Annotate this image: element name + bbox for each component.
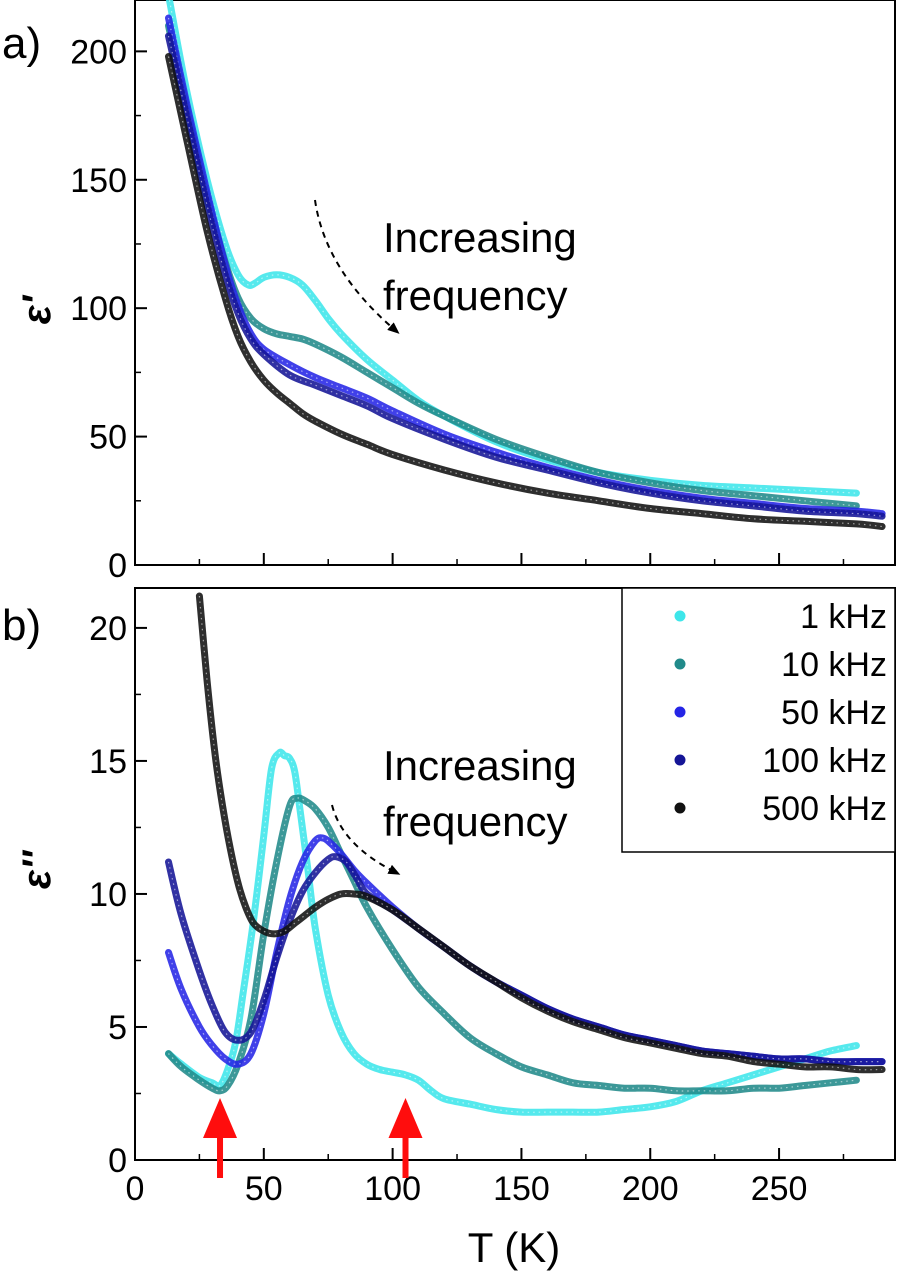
legend-label-100-khz: 100 kHz — [762, 742, 887, 780]
panel-b-y-axis-label: ε'' — [15, 849, 59, 889]
panel-b-y-tick-label: 15 — [89, 743, 127, 781]
panel-a-y-ticks: 0 50 100 150 200 — [70, 33, 147, 585]
panel-b-red-arrows — [203, 1098, 423, 1178]
panel-b-y-tick-label: 0 — [108, 1142, 127, 1180]
panel-b-x-tick-label: 50 — [245, 1170, 283, 1208]
panel-a-series-texture-10-khz — [167, 25, 857, 507]
panel-a-series-500-khz — [165, 53, 886, 530]
red-arrow-shaft — [402, 1138, 409, 1178]
panel-b-label: b) — [2, 601, 41, 650]
panel-a-y-tick-label: 100 — [70, 290, 127, 328]
panel-b-y-tick-label: 20 — [89, 610, 127, 648]
panel-a-label: a) — [2, 19, 41, 68]
panel-a-y-tick-label: 200 — [70, 33, 127, 71]
panel-a-series-50-khz — [165, 14, 886, 518]
panel-a-series-texture-50-khz — [167, 17, 883, 515]
red-arrow-marker — [388, 1098, 423, 1138]
legend: 1 kHz 10 kHz 50 kHz 100 kHz 500 kHz — [621, 587, 896, 853]
panel-b-y-ticks: 0 5 10 15 20 — [89, 610, 147, 1180]
panel-a-series-100-khz — [165, 32, 886, 520]
panel-b-series-texture-1-khz — [168, 751, 857, 1113]
legend-label-500-khz: 500 kHz — [762, 790, 887, 828]
panel-b-x-tick-label: 100 — [364, 1170, 421, 1208]
panel-b-x-tick-label: 200 — [622, 1170, 679, 1208]
panel-b-annotation-line1: Increasing — [383, 742, 577, 789]
legend-label-1-khz: 1 kHz — [800, 598, 887, 636]
x-axis-label: T (K) — [468, 1224, 561, 1271]
panel-a-series — [165, 0, 886, 530]
red-arrow-marker — [203, 1098, 238, 1138]
panel-b-x-ticks: 0 50 100 150 200 250 — [126, 1148, 845, 1208]
panel-a-y-tick-label: 50 — [89, 419, 127, 457]
panel-b-x-tick-label: 0 — [126, 1170, 145, 1208]
panel-b-x-tick-label: 250 — [751, 1170, 808, 1208]
legend-swatch-10-khz — [674, 658, 686, 670]
panel-a-increasing-frequency-arrow — [314, 199, 400, 334]
panel-b-series — [165, 592, 886, 1116]
panel-a-x-ticks — [134, 553, 845, 565]
legend-box — [621, 587, 896, 853]
panel-b-series-100-khz — [165, 853, 886, 1066]
panel-a-plot-frame — [134, 0, 896, 566]
panel-a: 0 50 100 150 200 a) ε' Increasing frequency — [2, 0, 896, 585]
panel-b-series-texture-500-khz — [198, 595, 883, 1071]
red-arrow-shaft — [217, 1138, 224, 1178]
legend-label-50-khz: 50 kHz — [781, 694, 887, 732]
legend-swatch-500-khz — [674, 802, 686, 814]
panel-a-y-tick-label: 0 — [108, 547, 127, 585]
panel-a-y-tick-label: 150 — [70, 162, 127, 200]
legend-label-10-khz: 10 kHz — [781, 646, 887, 684]
panel-b-annotation-line2: frequency — [383, 798, 567, 845]
legend-swatch-50-khz — [674, 706, 686, 718]
panel-b-plot-frame — [134, 587, 896, 1161]
panel-a-annotation-line2: frequency — [383, 272, 567, 319]
panel-b: 0 5 10 15 20 0 50 100 150 200 250 b) ε'' Increasi… — [2, 587, 896, 1208]
x-axis-title: T (K) — [468, 1224, 561, 1271]
panel-a-annotation-line1: Increasing — [383, 214, 577, 261]
legend-swatch-100-khz — [674, 754, 686, 766]
panel-b-x-tick-label: 150 — [493, 1170, 550, 1208]
panel-a-series-10-khz — [165, 22, 860, 510]
legend-swatch-1-khz — [674, 610, 686, 622]
panel-b-y-tick-label: 10 — [89, 876, 127, 914]
panel-b-y-tick-label: 5 — [108, 1009, 127, 1047]
panel-a-y-axis-label: ε' — [15, 294, 59, 324]
